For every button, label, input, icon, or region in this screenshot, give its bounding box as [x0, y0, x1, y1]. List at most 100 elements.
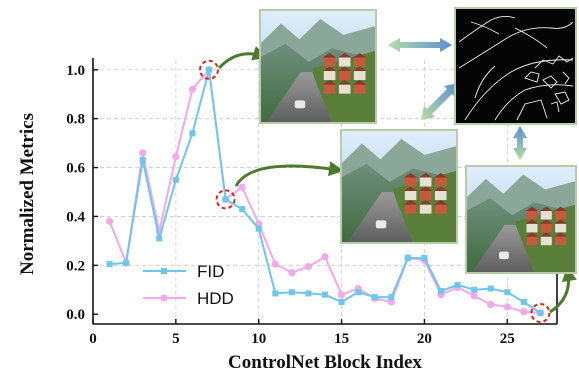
- data-point-fid: [288, 289, 295, 296]
- y-tick-label: 0.2: [66, 258, 85, 274]
- y-axis-title: Normalized Metrics: [17, 113, 38, 275]
- legend-fid-marker: [161, 268, 167, 274]
- data-point-fid: [371, 294, 378, 301]
- photo-roof: [433, 172, 448, 178]
- data-point-hdd: [172, 152, 180, 161]
- inset-photo-block-7: [259, 9, 377, 124]
- data-point-fid: [272, 290, 279, 297]
- photo-car: [294, 100, 306, 109]
- data-point-hdd: [470, 292, 478, 300]
- legend-fid-label: FID: [197, 262, 224, 281]
- double-arrow-vertical: [513, 126, 527, 160]
- photo-house: [419, 177, 432, 187]
- photo-house: [404, 204, 417, 214]
- photo-roof: [418, 172, 433, 178]
- highlight-circle: [530, 303, 551, 323]
- inset-edge-map: [454, 7, 577, 125]
- inset-photo-block-27: [465, 165, 577, 274]
- photo-roof: [337, 52, 352, 58]
- photo-house: [323, 71, 336, 81]
- plot-area: 0.0 0.2 0.4 0.6 0.8 1.0 0 5 10 15 20 25 ControlNet B…: [17, 58, 558, 373]
- data-point-fid: [106, 261, 113, 268]
- photo-roof: [554, 219, 568, 224]
- photo-roof: [525, 232, 539, 237]
- data-point-hdd: [321, 253, 329, 261]
- photo-roof: [337, 66, 352, 72]
- data-point-fid: [487, 285, 494, 292]
- photo-house: [323, 84, 336, 94]
- y-tick-label: 0.4: [66, 209, 85, 225]
- photo-roof: [403, 200, 418, 205]
- photo-house: [540, 210, 552, 220]
- photo-house: [555, 236, 567, 246]
- x-tick-label: 20: [417, 331, 432, 347]
- data-point-fid: [388, 294, 395, 301]
- inset-photo-block-8: [340, 129, 458, 244]
- data-point-hdd: [188, 85, 197, 93]
- x-tick-label: 25: [500, 331, 515, 347]
- data-point-fid: [471, 286, 478, 293]
- photo-house: [540, 236, 552, 246]
- photo-house: [526, 236, 538, 246]
- photo-house: [526, 223, 538, 233]
- photo-roof: [403, 186, 418, 192]
- y-tick-label: 0.0: [66, 307, 85, 323]
- photo-house: [353, 71, 366, 81]
- photo-house: [353, 84, 366, 94]
- photo-roof: [433, 200, 448, 205]
- pointer-arrow-3: [549, 266, 577, 314]
- data-point-fid: [189, 130, 196, 137]
- data-point-hdd: [503, 303, 511, 311]
- photo-roof: [403, 172, 418, 178]
- photo-roof: [554, 232, 568, 237]
- data-point-hdd: [288, 269, 296, 277]
- pointer-arrow-2: [234, 161, 344, 187]
- photo-car: [499, 251, 509, 260]
- photo-house: [404, 177, 417, 187]
- photo-roof: [352, 80, 367, 85]
- photo-roof: [322, 80, 337, 85]
- photo-house: [419, 204, 432, 214]
- photo-roof: [539, 206, 553, 211]
- data-point-fid: [305, 290, 312, 297]
- photo-house: [338, 84, 351, 94]
- data-point-hdd: [487, 300, 495, 309]
- data-point-fid: [537, 310, 544, 316]
- data-point-fid: [454, 281, 461, 288]
- data-point-fid: [123, 259, 130, 266]
- photo-car: [375, 220, 387, 229]
- data-point-fid: [338, 299, 345, 305]
- data-point-fid: [255, 225, 262, 232]
- photo-house: [434, 191, 447, 201]
- data-point-hdd: [520, 308, 528, 316]
- data-point-hdd: [238, 183, 246, 191]
- photo-roof: [322, 52, 337, 58]
- photo-roof: [418, 186, 433, 192]
- pointer-arrow-1: [217, 46, 268, 70]
- photo-road: [471, 224, 535, 273]
- data-point-fid: [504, 289, 511, 296]
- photo-house: [338, 71, 351, 81]
- y-tick-label: 1.0: [66, 63, 85, 79]
- data-point-fid: [222, 196, 229, 203]
- edge-map-lines-icon: [458, 15, 574, 121]
- data-point-fid: [520, 299, 527, 305]
- photo-road: [265, 72, 332, 123]
- data-point-fid: [139, 157, 146, 164]
- data-point-fid: [172, 176, 179, 183]
- photo-roof: [539, 232, 553, 237]
- photo-house: [338, 57, 351, 67]
- highlight-circle: [215, 189, 236, 210]
- photo-roof: [554, 206, 568, 211]
- photo-roof: [433, 186, 448, 192]
- photo-house: [434, 204, 447, 214]
- x-tick-label: 10: [251, 331, 266, 347]
- data-point-hdd: [139, 149, 147, 157]
- photo-house: [353, 57, 366, 67]
- photo-border: [465, 165, 577, 274]
- photo-roof: [322, 66, 337, 72]
- data-point-hdd: [105, 217, 114, 225]
- photo-roof: [418, 200, 433, 205]
- data-point-fid: [438, 288, 444, 294]
- photo-roof: [539, 219, 553, 224]
